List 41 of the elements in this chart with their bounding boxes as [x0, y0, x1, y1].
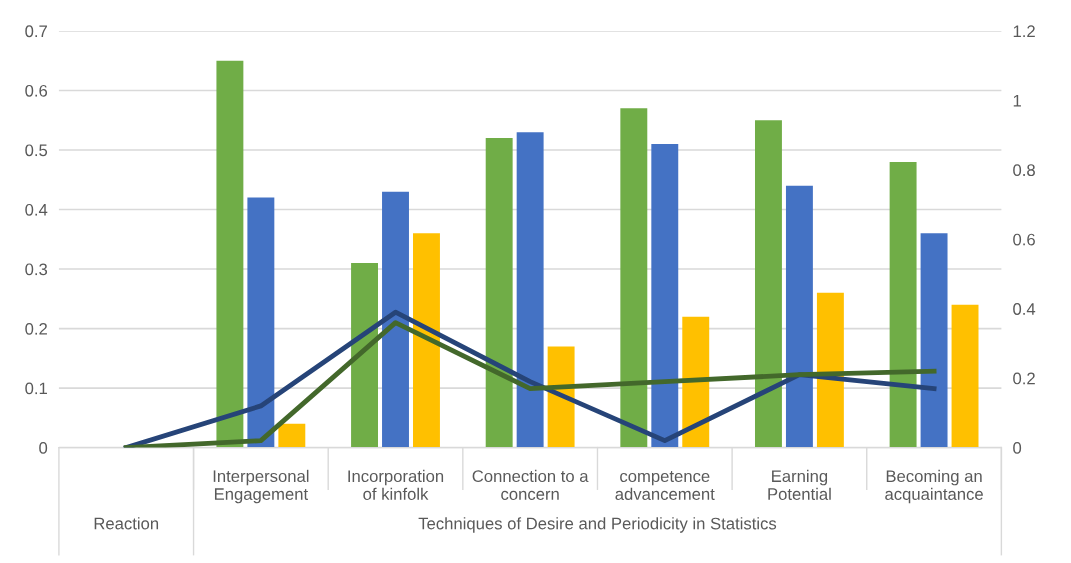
y-tick-label: 0.1 — [25, 382, 47, 395]
x-tick-label: competence advancement — [615, 471, 715, 500]
bar — [889, 161, 917, 448]
bar — [351, 263, 378, 448]
bar — [816, 292, 844, 448]
bar — [785, 185, 813, 448]
x-tick-label: Incorporation of kinfolk — [348, 469, 444, 500]
y-tick-label: 0.7 — [25, 25, 47, 38]
y2-tick-label: 0.6 — [1013, 233, 1035, 246]
bar — [651, 144, 679, 448]
text: Techniques of Desire and Periodicity in Statistics — [418, 517, 777, 533]
bar — [754, 120, 782, 448]
bar — [951, 304, 979, 448]
x-tick-label: Connection to a concern — [472, 469, 589, 500]
y2-tick-label: 0.8 — [1013, 164, 1035, 177]
y2-tick-label: 0 — [1013, 441, 1022, 454]
bar — [216, 60, 244, 448]
y2-tick-label: 1.2 — [1013, 25, 1035, 37]
y-tick-label: 0.4 — [25, 203, 48, 216]
bar — [516, 132, 544, 448]
y2-tick-label: 1 — [1013, 94, 1021, 107]
bar — [413, 233, 440, 448]
y-tick-label: 0.6 — [25, 84, 48, 97]
y-tick-label: 0.3 — [25, 263, 48, 276]
bar — [920, 233, 948, 448]
x-tick-label: Interpersonal Engagement — [213, 469, 309, 504]
bar — [682, 316, 710, 448]
x-tick-label: Earning Potential — [768, 469, 831, 500]
bar — [620, 108, 648, 448]
y2-tick-label: 0.2 — [1013, 372, 1035, 385]
bar — [382, 191, 409, 448]
y2-tick-label: 0.4 — [1013, 303, 1036, 315]
y-tick-label: 0.2 — [25, 322, 47, 335]
x-tick-label: Becoming an acquaintance — [885, 469, 983, 504]
bar — [485, 138, 513, 448]
y-tick-label: 0 — [39, 441, 48, 454]
bar — [547, 346, 575, 448]
y-tick-label: 0.5 — [25, 144, 48, 157]
text: Reaction — [94, 517, 159, 530]
bar — [278, 423, 306, 448]
bar — [247, 197, 275, 448]
